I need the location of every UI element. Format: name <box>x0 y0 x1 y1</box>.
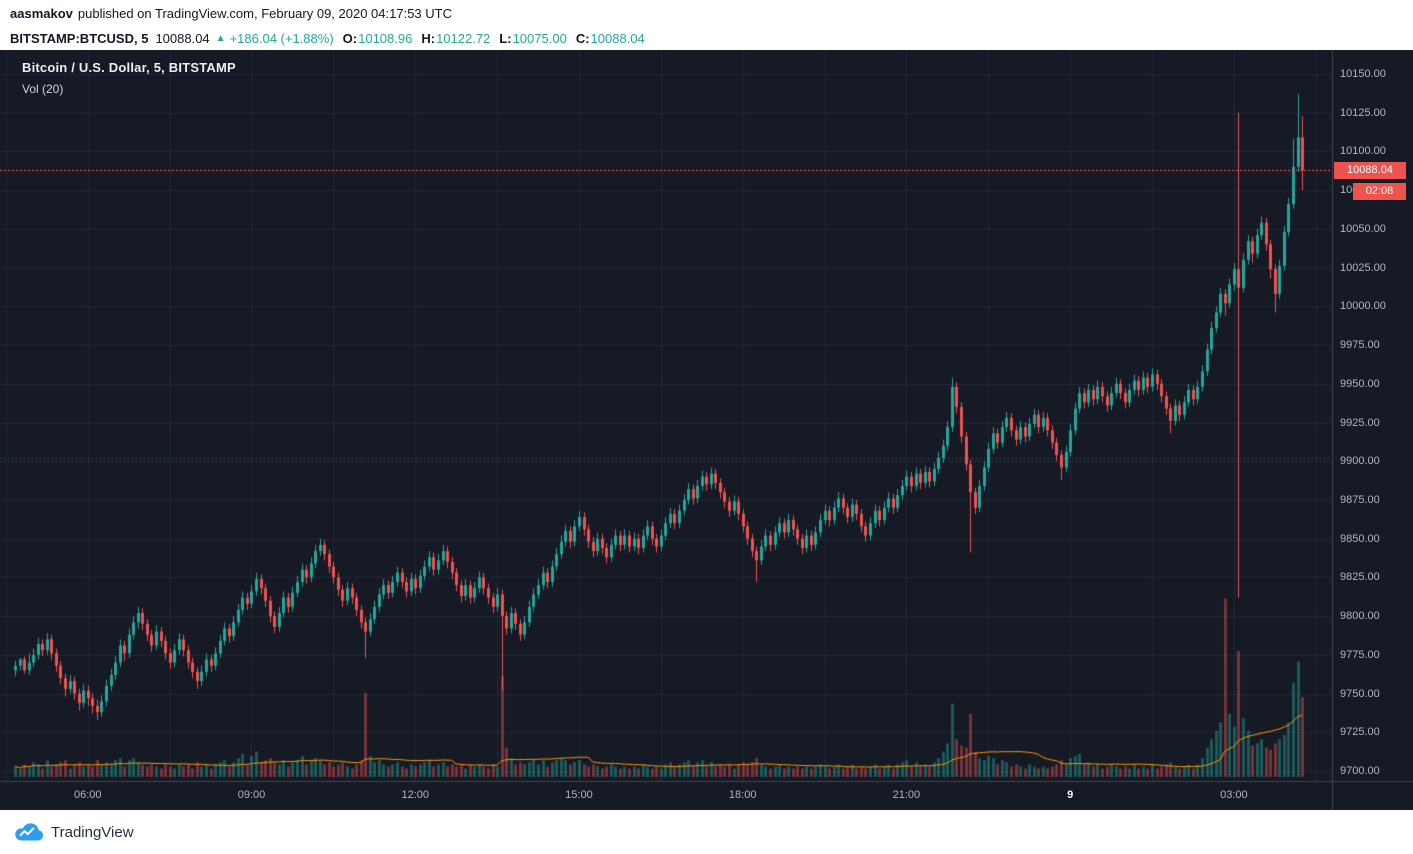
price-tick-label: 9725.00 <box>1340 726 1380 739</box>
open-value: 10108.96 <box>358 31 413 46</box>
low-value: 10075.00 <box>512 31 567 46</box>
time-axis-label: 18:00 <box>728 789 757 801</box>
time-axis[interactable]: 06:00 09:00 12:00 15:00 18:00 21:00 9 03:00 <box>0 781 1332 810</box>
price-tick-label: 9975.00 <box>1340 339 1380 352</box>
price-tick-label: 9800.00 <box>1340 610 1380 623</box>
tradingview-logo-icon[interactable] <box>13 822 43 842</box>
legend-volume-indicator[interactable]: Vol (20) <box>22 82 64 96</box>
price-tick-label: 9875.00 <box>1340 493 1380 506</box>
price-tick-label: 10050.00 <box>1340 222 1386 235</box>
quote-bar: BITSTAMP:BTCUSD, 5 10088.04 ▲ +186.04 (+… <box>0 27 1413 50</box>
author-name: aasmakov <box>10 6 73 21</box>
price-tick-label: 9700.00 <box>1340 765 1380 777</box>
close-value: 10088.04 <box>590 31 645 46</box>
high-label: H: <box>421 31 436 46</box>
time-axis-label: 12:00 <box>401 789 429 801</box>
price-tick-label: 9825.00 <box>1340 571 1380 584</box>
publish-timestamp: published on TradingView.com, February 0… <box>77 6 452 21</box>
time-axis-label: 21:00 <box>892 789 921 801</box>
close-label: C: <box>575 31 590 46</box>
open-label: O: <box>342 31 358 46</box>
price-tick-label: 10150.00 <box>1340 68 1386 80</box>
price-tick-label: 9775.00 <box>1340 648 1380 661</box>
time-axis-label: 09:00 <box>237 789 266 801</box>
up-arrow-icon: ▲ <box>215 33 226 44</box>
price-tick-label: 9750.00 <box>1340 687 1380 700</box>
price-tick-label: 9950.00 <box>1340 377 1380 390</box>
bar-countdown-label: 02:08 <box>1353 182 1406 200</box>
price-tick-label: 9900.00 <box>1340 455 1380 468</box>
legend-symbol-title[interactable]: Bitcoin / U.S. Dollar, 5, BITSTAMP <box>22 60 236 75</box>
last-price-axis-label: 10088.04 <box>1334 161 1406 179</box>
price-change: +186.04 (+1.88%) <box>229 31 334 46</box>
time-axis-label: 06:00 <box>74 789 102 801</box>
high-value: 10122.72 <box>436 31 491 46</box>
footer-bar: TradingView <box>0 810 1413 854</box>
tradingview-brand[interactable]: TradingView <box>51 823 134 841</box>
time-axis-label: 03:00 <box>1220 789 1248 801</box>
price-tick-label: 10025.00 <box>1340 261 1386 274</box>
chart-legend: Bitcoin / U.S. Dollar, 5, BITSTAMP Vol (… <box>22 60 236 96</box>
symbol-title: BITSTAMP:BTCUSD, 5 <box>10 31 149 46</box>
last-price-value: 10088.04 <box>155 31 210 46</box>
low-label: L: <box>499 31 512 46</box>
price-axis[interactable]: 10150.0010125.0010100.0010075.0010050.00… <box>1333 50 1413 781</box>
price-chart-canvas[interactable] <box>0 50 1413 810</box>
time-axis-label: 15:00 <box>565 789 593 801</box>
publish-info-bar: aasmakov published on TradingView.com, F… <box>0 0 1413 27</box>
price-tick-label: 10125.00 <box>1340 106 1386 119</box>
price-tick-label: 10100.00 <box>1340 145 1386 158</box>
chart-area: Bitcoin / U.S. Dollar, 5, BITSTAMP Vol (… <box>0 50 1413 810</box>
time-axis-label: 9 <box>1067 789 1074 801</box>
price-tick-label: 9925.00 <box>1340 416 1380 429</box>
price-tick-label: 10000.00 <box>1340 300 1386 313</box>
price-tick-label: 9850.00 <box>1340 532 1380 545</box>
